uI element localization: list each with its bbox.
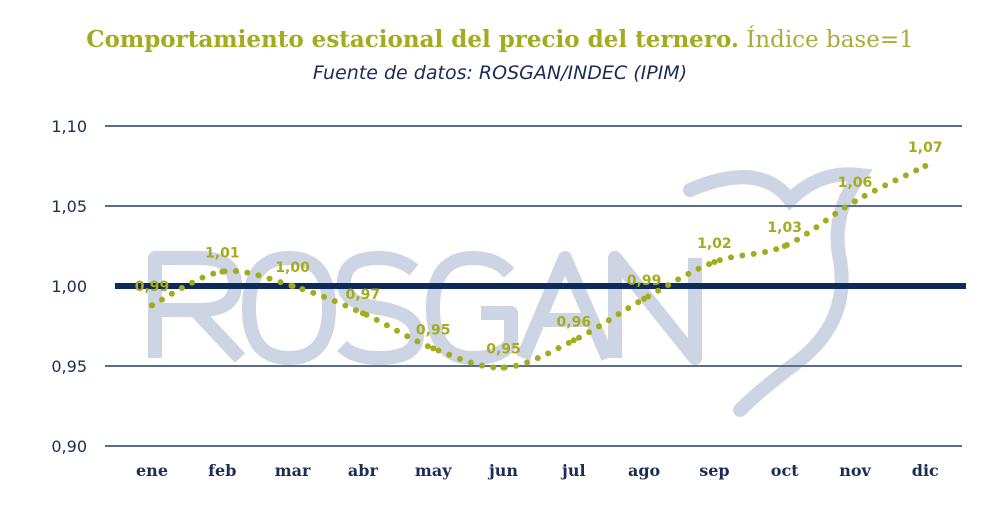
- data-point-feb: [219, 268, 226, 275]
- data-point-sep: [711, 259, 718, 265]
- x-tick-label: abr: [348, 461, 379, 480]
- watermark-letter: [242, 251, 336, 365]
- x-tick-label: feb: [208, 461, 236, 480]
- x-tick-label: mar: [275, 461, 311, 480]
- watermark-bull-icon: [683, 167, 873, 417]
- chart-subtitle: Fuente de datos: ROSGAN/INDEC (IPIM): [312, 62, 688, 84]
- data-label-nov: 1,06: [838, 175, 873, 191]
- data-label-abr: 0,97: [346, 287, 381, 303]
- data-label-mar: 1,00: [275, 260, 310, 276]
- data-label-ene: 0,99: [135, 279, 170, 295]
- y-tick-label: 0,95: [51, 357, 87, 376]
- data-point-dic: [922, 163, 929, 169]
- y-tick-label: 1,00: [51, 277, 87, 296]
- data-label-jun: 0,95: [486, 342, 521, 358]
- watermark-letter: [516, 251, 615, 361]
- x-tick-label: may: [415, 461, 452, 480]
- x-tick-label: ago: [628, 461, 661, 480]
- data-label-may: 0,95: [416, 322, 451, 338]
- data-point-oct: [781, 243, 788, 249]
- watermark-letter: [337, 251, 424, 365]
- data-point-abr: [359, 310, 366, 317]
- chart-title: Comportamiento estacional del precio del…: [0, 26, 1000, 53]
- data-label-ago: 0,99: [627, 273, 662, 289]
- data-point-may: [430, 345, 437, 352]
- x-tick-label: dic: [912, 461, 939, 480]
- data-point-jul: [570, 337, 577, 344]
- x-tick-label: nov: [839, 461, 871, 480]
- x-tick-label: jul: [560, 461, 586, 480]
- data-point-mar: [289, 283, 296, 289]
- data-point-ene: [149, 302, 155, 309]
- watermark-letter: [148, 251, 246, 363]
- x-tick-label: ene: [136, 461, 168, 480]
- data-label-oct: 1,03: [767, 220, 802, 236]
- watermark-letter: [608, 251, 702, 365]
- data-label-dic: 1,07: [908, 140, 943, 156]
- data-label-sep: 1,02: [697, 236, 732, 252]
- y-tick-label: 0,90: [51, 437, 87, 456]
- x-tick-label: jun: [487, 461, 518, 480]
- data-point-nov: [852, 198, 858, 205]
- series-line: [149, 163, 929, 371]
- watermark-letter: [426, 251, 518, 365]
- watermark-logo: [148, 251, 702, 365]
- data-label-feb: 1,01: [205, 246, 240, 262]
- chart-title-main: Comportamiento estacional del precio del…: [86, 26, 739, 53]
- y-tick-label: 1,10: [51, 117, 87, 136]
- data-label-jul: 0,96: [557, 314, 592, 330]
- chart-title-suffix: Índice base=1: [746, 27, 914, 53]
- x-tick-label: sep: [699, 461, 729, 480]
- x-tick-label: oct: [771, 461, 799, 480]
- data-point-jun: [500, 364, 507, 371]
- y-tick-label: 1,05: [51, 197, 87, 216]
- data-point-ago: [641, 295, 648, 302]
